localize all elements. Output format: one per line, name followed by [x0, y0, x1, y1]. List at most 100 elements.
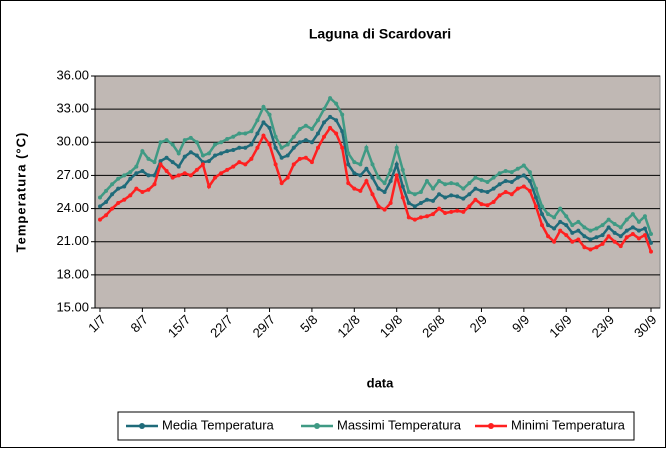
point [515, 186, 520, 191]
point [315, 118, 320, 123]
point [552, 239, 557, 244]
point [521, 173, 526, 178]
point [110, 192, 115, 197]
point [382, 181, 387, 186]
point [110, 206, 115, 211]
point [649, 249, 653, 254]
point [388, 167, 393, 172]
point [243, 162, 248, 167]
point [328, 125, 333, 130]
point [243, 131, 248, 136]
point [564, 214, 569, 219]
point [297, 127, 302, 132]
point [206, 159, 211, 164]
point [521, 184, 526, 189]
point [467, 181, 472, 186]
point [437, 178, 442, 183]
point [400, 184, 405, 189]
point [588, 237, 593, 242]
point [443, 210, 448, 215]
point [370, 175, 375, 180]
point [104, 199, 109, 204]
point [346, 151, 351, 156]
point [473, 175, 478, 180]
point [164, 155, 169, 160]
point [279, 145, 284, 150]
point [491, 175, 496, 180]
point [231, 148, 236, 153]
y-tick-label: 33.00 [56, 101, 89, 116]
point [309, 160, 314, 165]
point [364, 178, 369, 183]
point [473, 186, 478, 191]
legend-marker [488, 423, 494, 429]
point [636, 219, 641, 224]
point [334, 118, 339, 123]
point [467, 204, 472, 209]
point [582, 245, 587, 250]
point [213, 175, 218, 180]
point [594, 235, 599, 240]
point [418, 201, 423, 206]
point [146, 156, 151, 161]
point [255, 145, 260, 150]
point [412, 204, 417, 209]
point [479, 177, 484, 182]
point [249, 142, 254, 147]
point [303, 138, 308, 143]
point [176, 151, 181, 156]
plot-area [94, 75, 661, 309]
legend-label: Massimi Temperatura [337, 417, 462, 432]
point [612, 230, 617, 235]
point [564, 233, 569, 238]
point [104, 188, 109, 193]
point [370, 162, 375, 167]
point [612, 222, 617, 227]
chart-title: Laguna di Scardovari [309, 26, 451, 42]
point [170, 160, 175, 165]
point [334, 101, 339, 106]
point [194, 167, 199, 172]
point [431, 212, 436, 217]
point [540, 212, 545, 217]
legend-label: Minimi Temperatura [511, 417, 626, 432]
point [491, 199, 496, 204]
point [98, 217, 102, 222]
point [533, 195, 538, 200]
point [128, 170, 133, 175]
point [546, 234, 551, 239]
point [243, 145, 248, 150]
point [152, 173, 157, 178]
point [364, 145, 369, 150]
point [376, 204, 381, 209]
point [213, 142, 218, 147]
point [630, 212, 635, 217]
point [140, 190, 145, 194]
legend-box [117, 411, 635, 441]
point [497, 193, 502, 198]
point [225, 136, 230, 141]
point [552, 215, 557, 220]
point [249, 156, 254, 161]
point [291, 145, 296, 150]
point [200, 153, 205, 158]
point [600, 223, 605, 228]
point [588, 247, 593, 252]
y-axis-label: Temperatura (°C) [13, 132, 28, 253]
point [424, 214, 429, 219]
point [194, 153, 199, 158]
point [358, 173, 363, 178]
point [322, 107, 327, 112]
point [285, 175, 290, 180]
point [158, 140, 163, 145]
point [485, 180, 490, 185]
legend-marker [139, 423, 145, 429]
point [140, 149, 145, 154]
point [473, 197, 478, 202]
point [606, 217, 611, 222]
point [370, 192, 375, 197]
point [443, 182, 448, 187]
point [509, 170, 514, 175]
point [128, 176, 133, 181]
point [188, 150, 193, 155]
